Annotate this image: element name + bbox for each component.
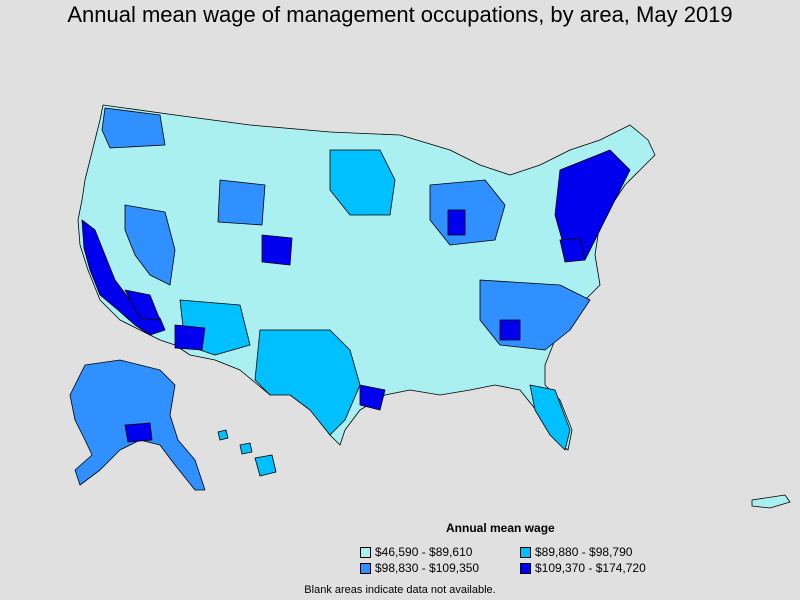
legend-label-4: $109,370 - $174,720: [535, 561, 646, 575]
region-dc: [559, 237, 586, 263]
legend-label-2: $89,880 - $98,790: [535, 545, 633, 559]
legend-item-2: $89,880 - $98,790: [520, 545, 632, 559]
legend-swatch-2: [520, 546, 531, 558]
region-colorado-denver: [261, 234, 293, 266]
region-west-coast-high: [81, 219, 166, 336]
legend-label-3: $98,830 - $109,350: [375, 561, 480, 575]
region-chicago: [447, 209, 466, 236]
region-washington-top: [101, 107, 166, 149]
hawaii-oahu: [217, 429, 229, 441]
data-note: Blank areas indicate data not available.: [304, 584, 496, 596]
alaska-anchorage: [124, 422, 153, 443]
map-title: Annual mean wage of management occupatio…: [67, 2, 733, 27]
region-phoenix: [174, 324, 206, 351]
region-wyoming: [217, 179, 266, 226]
puerto-rico: [751, 494, 791, 509]
legend-item-4: $109,370 - $174,720: [520, 561, 646, 575]
hawaii-maui: [239, 442, 253, 455]
region-nevada: [124, 204, 176, 286]
region-florida: [529, 384, 571, 451]
legend-swatch-1: [360, 546, 371, 558]
region-texas: [254, 329, 361, 436]
legend-title: Annual mean wage: [446, 521, 555, 535]
legend-label-1: $46,590 - $89,610: [375, 545, 473, 559]
region-la: [124, 289, 161, 321]
region-atlanta: [499, 319, 521, 341]
region-northeast: [554, 149, 631, 261]
region-midwest: [329, 149, 396, 216]
region-houston: [359, 384, 386, 411]
legend-item-3: $98,830 - $109,350: [360, 561, 479, 575]
legend-swatch-4: [520, 562, 531, 574]
legend-swatch-3: [360, 562, 371, 574]
hawaii-big-island: [254, 454, 277, 477]
legend-item-1: $46,590 - $89,610: [360, 545, 472, 559]
